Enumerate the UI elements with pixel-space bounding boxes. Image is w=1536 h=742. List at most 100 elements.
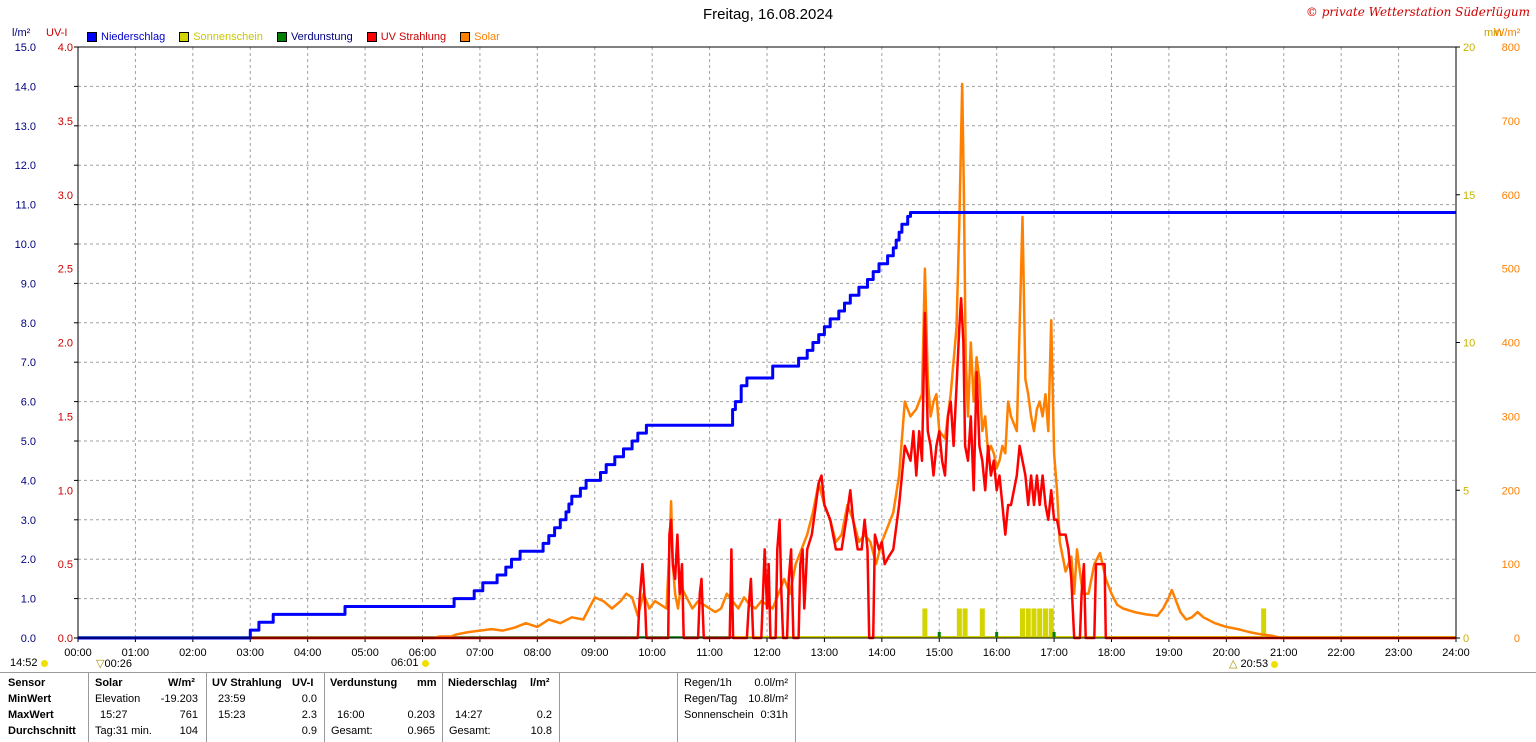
solar-tick-label: 700 <box>1502 116 1520 128</box>
legend: Niederschlag Sonnenschein Verdunstung UV… <box>87 31 500 43</box>
stats-cell: 14:27 <box>455 709 483 721</box>
solar-tick-label: 300 <box>1502 411 1520 423</box>
x-tick-label: 10:00 <box>638 647 666 659</box>
x-tick-label: 24:00 <box>1442 647 1470 659</box>
stats-cell: Gesamt: <box>449 725 491 737</box>
stats-cell: 15:23 <box>218 709 246 721</box>
stats-row-label: Durchschnitt <box>8 725 76 737</box>
sunrise-icon <box>421 659 429 667</box>
stats-cell: -19.203 <box>160 693 198 705</box>
stats-divider <box>206 673 207 742</box>
copyright: © private Wetterstation Süderlügum <box>1305 5 1530 19</box>
stats-cell: Elevation <box>95 693 141 705</box>
legend-label: Sonnenschein <box>193 31 263 43</box>
verdunstung-mark <box>1052 632 1056 637</box>
stats-header-nied-unit: l/m² <box>530 677 550 689</box>
precip-tick-label: 9.0 <box>21 278 36 290</box>
legend-label: UV Strahlung <box>380 31 447 43</box>
stats-header-verd-unit: mm <box>417 677 437 689</box>
sunshine-bar <box>1025 608 1031 638</box>
unit-min: min <box>1484 27 1502 39</box>
legend-swatch <box>87 32 97 42</box>
uv-tick-label: 0.5 <box>58 559 73 571</box>
sunset-text: 20:53 <box>1240 658 1269 670</box>
x-axis: 00:00 01:00 02:00 03:00 04:00 05:00 06:00 07:00… <box>64 638 1470 659</box>
stats-cell: Gesamt: <box>331 725 373 737</box>
stats-row-label: MaxWert <box>8 709 54 721</box>
stats-header-verd: Verdunstung <box>330 677 398 689</box>
x-tick-label: 07:00 <box>466 647 494 659</box>
stats-cell: 15:27 <box>100 709 128 721</box>
stats-divider <box>324 673 325 742</box>
legend-label: Niederschlag <box>101 31 166 43</box>
moonset: ▽00:26 <box>96 657 132 670</box>
stats-cell: 0.2 <box>536 709 552 721</box>
sunshine-bar <box>1042 608 1048 638</box>
chart: 0.0 1.0 2.0 3.0 4.0 5.0 6.0 7.0 8.0 9.0 10.0 11.0 12… <box>15 42 1520 659</box>
moon-icon: ▽ <box>96 658 105 670</box>
solar-tick-label: 100 <box>1502 559 1520 571</box>
legend-label: Verdunstung <box>290 31 353 43</box>
uv-tick-label: 1.5 <box>58 411 73 423</box>
precip-tick-label: 1.0 <box>21 594 36 606</box>
x-tick-label: 05:00 <box>351 647 379 659</box>
precip-tick-label: 0.0 <box>21 633 36 645</box>
precip-tick-label: 3.0 <box>21 515 36 527</box>
stats-cell: Tag:31 min. <box>95 725 152 737</box>
stats-cell: 0.203 <box>407 709 435 721</box>
series <box>78 82 1456 640</box>
x-tick-label: 02:00 <box>179 647 207 659</box>
precip-tick-label: 2.0 <box>21 554 36 566</box>
plot-frame <box>77 46 1457 639</box>
stats-cell: 0.9 <box>301 725 317 737</box>
sunshine-bar <box>962 608 968 638</box>
stats-cell: 23:59 <box>218 693 246 705</box>
chart-title: Freitag, 16.08.2024 <box>702 6 834 23</box>
sunshine-tick-label: 10 <box>1463 338 1475 350</box>
x-tick-label: 12:00 <box>753 647 781 659</box>
legend-swatch <box>366 32 377 42</box>
precip-tick-label: 11.0 <box>15 200 36 212</box>
solar-tick-label: 200 <box>1502 485 1520 497</box>
stats-header-sensor: Sensor <box>8 677 46 689</box>
sunshine-bar <box>1020 608 1026 638</box>
verdunstung-mark <box>937 632 941 637</box>
sunshine-bar <box>1261 608 1267 638</box>
x-tick-label: 04:00 <box>294 647 322 659</box>
sun-time-left: 14:52 <box>10 657 48 669</box>
uv-tick-label: 0.0 <box>58 633 73 645</box>
stats-cell: 0.0 <box>301 693 317 705</box>
moonset-text: 00:26 <box>104 658 132 670</box>
legend-item-sonnenschein: Sonnenschein <box>179 31 263 43</box>
stats-header-solar: Solar <box>95 677 123 689</box>
precip-tick-label: 6.0 <box>21 397 36 409</box>
precip-tick-label: 8.0 <box>21 318 36 330</box>
sunshine-bar <box>1031 608 1037 638</box>
unit-solar: W/m² <box>1494 27 1521 39</box>
stats-cell: 2.3 <box>301 709 317 721</box>
x-tick-label: 16:00 <box>983 647 1011 659</box>
sunshine-bar <box>979 608 985 638</box>
extra-label: Regen/1h <box>684 677 732 689</box>
sunshine-bar <box>1037 608 1043 638</box>
legend-item-verdunstung: Verdunstung <box>276 31 353 43</box>
sunshine-tick-label: 15 <box>1463 190 1475 202</box>
stats-divider <box>442 673 443 742</box>
sun-time-left-text: 14:52 <box>10 657 38 669</box>
stats-divider <box>795 673 796 742</box>
stats-cell: 16:00 <box>337 709 365 721</box>
extra-label: Sonnenschein <box>684 709 754 721</box>
verdunstung-mark <box>995 632 999 637</box>
precip-tick-label: 13.0 <box>15 121 36 133</box>
solar-tick-label: 0 <box>1514 633 1520 645</box>
extra-value: 0:31h <box>760 709 788 721</box>
niederschlag-line <box>78 211 1456 640</box>
grid <box>78 47 1456 638</box>
legend-item-niederschlag: Niederschlag <box>87 31 165 43</box>
stats-divider <box>559 673 560 742</box>
stats-row-label: MinWert <box>8 693 52 705</box>
x-tick-label: 21:00 <box>1270 647 1298 659</box>
x-tick-label: 00:00 <box>64 647 92 659</box>
sunrise-text: 06:01 <box>391 657 419 669</box>
